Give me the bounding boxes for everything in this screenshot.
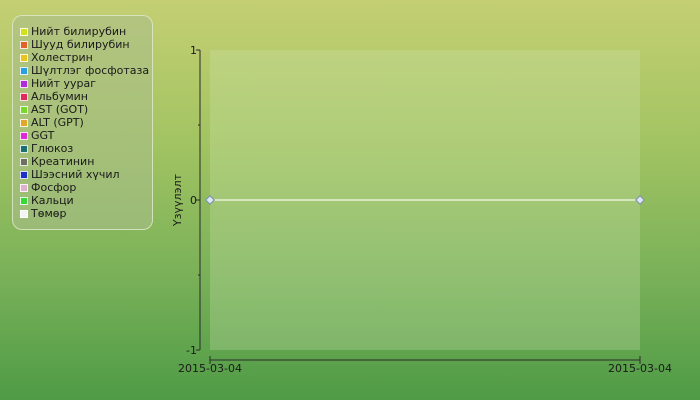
legend-swatch (20, 40, 28, 49)
legend-label: Шууд билирубин (31, 38, 130, 51)
legend-swatch (20, 118, 28, 127)
legend-swatch (20, 27, 28, 36)
legend-item[interactable]: AST (GOT) (20, 103, 152, 116)
legend-swatch (20, 105, 28, 114)
x-tick-label: 2015-03-04 (608, 362, 672, 375)
legend-label: Холестрин (31, 51, 93, 64)
legend-swatch (20, 79, 28, 88)
legend-item[interactable]: ALT (GPT) (20, 116, 152, 129)
legend-item[interactable]: Нийт уураг (20, 77, 152, 90)
legend-label: Креатинин (31, 155, 95, 168)
legend-item[interactable]: Холестрин (20, 51, 152, 64)
legend-swatch (20, 209, 28, 218)
legend: Нийт билирубин Шууд билирубин Холестрин Шүл… (12, 15, 153, 230)
legend-swatch (20, 92, 28, 101)
data-point (635, 195, 645, 205)
legend-label: Нийт билирубин (31, 25, 127, 38)
legend-swatch (20, 170, 28, 179)
legend-item[interactable]: Глюкоз (20, 142, 152, 155)
legend-item[interactable]: GGT (20, 129, 152, 142)
legend-label: Шүлтлэг фосфотаза (31, 64, 150, 77)
legend-swatch (20, 196, 28, 205)
legend-swatch (20, 144, 28, 153)
legend-swatch (20, 157, 28, 166)
y-axis-label: Үзүүлэлт (171, 173, 184, 227)
legend-item[interactable]: Төмөр (20, 207, 152, 220)
legend-item[interactable]: Фосфор (20, 181, 152, 194)
legend-item[interactable]: Шууд билирубин (20, 38, 152, 51)
legend-item[interactable]: Альбумин (20, 90, 152, 103)
legend-swatch (20, 183, 28, 192)
legend-item[interactable]: Креатинин (20, 155, 152, 168)
legend-label: Фосфор (31, 181, 77, 194)
legend-label: Шээсний хүчил (31, 168, 120, 181)
y-tick-label: 0 (190, 194, 197, 207)
legend-label: ALT (GPT) (31, 116, 84, 129)
legend-label: AST (GOT) (31, 103, 89, 116)
legend-swatch (20, 53, 28, 62)
legend-swatch (20, 131, 28, 140)
legend-label: GGT (31, 129, 55, 142)
legend-swatch (20, 66, 28, 75)
legend-label: Кальци (31, 194, 74, 207)
data-point (205, 195, 215, 205)
legend-item[interactable]: Шээсний хүчил (20, 168, 152, 181)
legend-item[interactable]: Шүлтлэг фосфотаза (20, 64, 152, 77)
y-tick-label: -1 (186, 344, 197, 357)
x-tick-label: 2015-03-04 (178, 362, 242, 375)
legend-label: Альбумин (31, 90, 88, 103)
legend-label: Төмөр (31, 207, 67, 220)
legend-item[interactable]: Кальци (20, 194, 152, 207)
y-tick-label: 1 (190, 44, 197, 57)
legend-label: Глюкоз (31, 142, 74, 155)
legend-label: Нийт уураг (31, 77, 96, 90)
legend-item[interactable]: Нийт билирубин (20, 25, 152, 38)
